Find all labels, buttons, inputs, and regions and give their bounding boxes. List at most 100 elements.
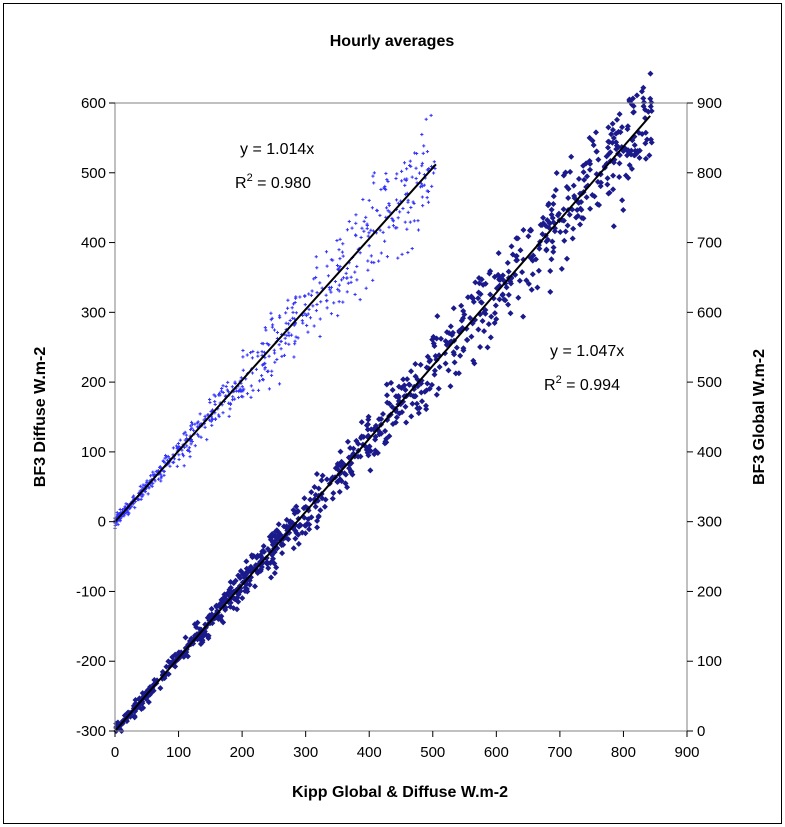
diffuse-data-point: [285, 306, 290, 310]
diffuse-data-point: [369, 254, 373, 258]
global-data-point: [477, 343, 484, 350]
diffuse-data-point: [325, 264, 329, 268]
diffuse-data-point: [117, 512, 121, 516]
chart-title: Hourly averages: [330, 33, 455, 50]
diffuse-data-point: [124, 511, 128, 515]
diffuse-data-point: [140, 495, 144, 499]
diffuse-data-point: [413, 151, 417, 155]
diffuse-data-point: [219, 389, 224, 393]
global-data-point: [251, 583, 258, 590]
diffuse-data-point: [188, 455, 192, 459]
diffuse-data-point: [364, 215, 368, 219]
global-data-point: [607, 149, 614, 156]
global-data-point: [580, 169, 587, 176]
global-data-point: [242, 584, 249, 591]
global-data-point: [145, 699, 152, 706]
diffuse-data-point: [427, 166, 431, 171]
diffuse-data-point: [400, 252, 404, 256]
global-data-point: [140, 704, 147, 711]
global-data-point: [543, 247, 550, 254]
global-data-point: [231, 595, 238, 602]
global-data-point: [554, 212, 561, 219]
global-data-point: [426, 385, 433, 392]
global-data-point: [574, 206, 581, 213]
diffuse-data-point: [271, 323, 275, 327]
diffuse-data-point: [381, 230, 385, 234]
diffuse-data-point: [403, 220, 407, 224]
diffuse-data-point: [133, 506, 137, 510]
global-data-point: [495, 250, 502, 257]
global-data-point: [573, 214, 580, 221]
diffuse-data-point: [165, 458, 170, 462]
global-data-point: [617, 129, 624, 136]
global-data-point: [482, 280, 489, 287]
y-axis-right-title: BF3 Global W.m-2: [751, 349, 768, 485]
diffuse-data-point: [189, 437, 193, 442]
global-data-point: [507, 310, 514, 317]
global-data-point: [363, 446, 370, 453]
diffuse-data-point: [151, 470, 155, 474]
diffuse-data-point: [290, 306, 294, 310]
global-data-point: [308, 489, 315, 496]
diffuse-data-point: [430, 184, 434, 188]
diffuse-data-point: [378, 228, 382, 232]
global-data-point: [505, 268, 512, 275]
global-data-point: [319, 495, 326, 502]
global-data-point: [313, 471, 320, 478]
global-data-point: [245, 568, 252, 575]
diffuse-data-point: [221, 411, 225, 415]
global-data-point: [469, 294, 476, 301]
global-data-point: [610, 159, 617, 166]
diffuse-data-point: [396, 201, 400, 205]
diffuse-data-point: [293, 300, 297, 305]
global-data-point: [595, 156, 602, 163]
diffuse-data-point: [161, 459, 165, 463]
diffuse-data-point: [338, 237, 342, 241]
diffuse-data-point: [199, 435, 203, 439]
diffuse-data-point: [371, 229, 376, 233]
global-data-point: [472, 279, 479, 286]
diffuse-data-point: [177, 453, 181, 457]
annotation-diffuse-r2-sup: 2: [247, 172, 253, 184]
global-data-point: [608, 131, 615, 138]
global-data-point: [131, 714, 138, 721]
diffuse-data-point: [337, 283, 341, 287]
global-data-point: [275, 521, 282, 528]
global-data-point: [609, 126, 616, 133]
diffuse-data-point: [314, 275, 318, 280]
global-data-point: [460, 307, 467, 314]
global-data-point: [487, 291, 494, 298]
global-data-point: [372, 447, 379, 454]
global-data-point: [593, 148, 600, 155]
y-right-tick-label: 700: [697, 235, 722, 252]
global-data-point: [581, 176, 588, 183]
diffuse-data-point: [241, 389, 245, 393]
diffuse-data-point: [420, 195, 424, 199]
global-data-point: [604, 175, 611, 182]
global-data-point: [436, 364, 443, 371]
annotation-global-r2-value: = 0.994: [562, 377, 620, 394]
global-data-point: [530, 252, 537, 259]
diffuse-data-point: [365, 226, 369, 231]
global-data-point: [548, 206, 555, 213]
diffuse-data-point: [233, 380, 237, 384]
global-data-point: [278, 542, 285, 549]
global-data-point: [424, 380, 431, 387]
diffuse-data-point: [189, 442, 193, 446]
global-data-point: [499, 272, 506, 279]
global-data-point: [242, 587, 249, 594]
diffuse-data-point: [375, 208, 379, 212]
diffuse-data-point: [414, 166, 418, 170]
diffuse-data-point: [226, 380, 230, 385]
global-data-point: [230, 605, 237, 612]
diffuse-data-point: [367, 244, 371, 248]
diffuse-data-point: [241, 348, 245, 353]
global-data-point: [213, 602, 220, 609]
diffuse-data-point: [277, 343, 281, 347]
global-data-point: [590, 142, 597, 149]
diffuse-data-point: [149, 474, 153, 478]
diffuse-data-point: [210, 423, 214, 428]
global-data-point: [642, 140, 649, 147]
diffuse-data-point: [337, 248, 341, 252]
